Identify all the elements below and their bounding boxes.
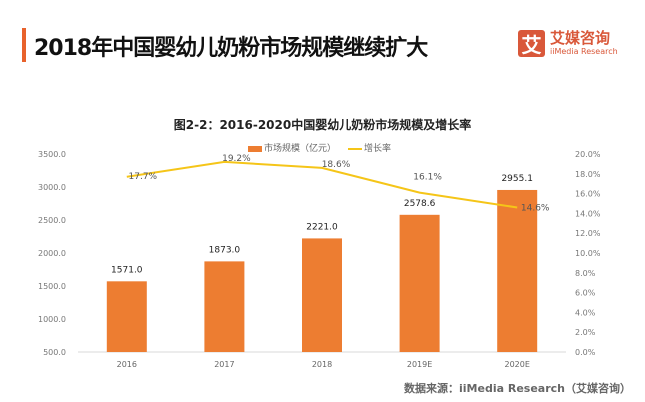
x-tick-label: 2019E: [407, 360, 432, 369]
source-note: 数据来源：iiMedia Research（艾媒咨询）: [404, 382, 631, 395]
bar: [302, 238, 342, 352]
legend-line: 增长率: [348, 141, 391, 154]
y2-tick-label: 4.0%: [575, 308, 596, 317]
y2-tick-label: 12.0%: [575, 229, 601, 238]
y2-tick-label: 6.0%: [575, 289, 596, 298]
bar-data-label: 2955.1: [501, 174, 533, 184]
logo-cn: 艾媒咨询: [550, 29, 611, 47]
x-tick-label: 2020E: [504, 360, 529, 369]
bar-data-label: 2578.6: [404, 199, 436, 209]
y-tick-label: 1000.0: [38, 315, 66, 324]
bar-data-label: 1873.0: [209, 245, 241, 255]
y-tick-label: 2000.0: [38, 249, 66, 258]
bar: [497, 189, 538, 352]
line-data-label: 14.6%: [521, 203, 550, 213]
bar-data-label: 1571.0: [111, 265, 143, 275]
title-accent-bar: [22, 28, 26, 62]
logo: 艾 艾媒咨询 iiMedia Research: [518, 30, 618, 57]
y2-tick-label: 18.0%: [575, 170, 601, 179]
logo-en: iiMedia Research: [550, 47, 618, 56]
logo-mark: 艾: [518, 30, 545, 57]
y-tick-label: 2500.0: [38, 216, 66, 225]
x-tick-label: 2016: [117, 360, 137, 369]
line-data-label: 17.7%: [129, 172, 158, 182]
line-data-label: 19.2%: [222, 154, 251, 164]
y2-tick-label: 2.0%: [575, 328, 596, 337]
legend-bar: 市场规模（亿元）: [248, 141, 336, 154]
bar: [106, 281, 147, 352]
y2-tick-label: 10.0%: [575, 249, 601, 258]
y2-tick-label: 14.0%: [575, 209, 601, 218]
x-tick-label: 2017: [214, 360, 234, 369]
bar-data-label: 2221.0: [306, 222, 338, 232]
line-data-label: 18.6%: [322, 160, 351, 170]
x-tick-label: 2018: [312, 360, 332, 369]
y2-tick-label: 0.0%: [575, 348, 596, 357]
bar: [399, 214, 440, 352]
y-tick-label: 3500.0: [38, 150, 66, 159]
y-tick-label: 1500.0: [38, 282, 66, 291]
y2-tick-label: 8.0%: [575, 269, 596, 278]
bar: [204, 261, 245, 352]
page-title: 2018年中国婴幼儿奶粉市场规模继续扩大: [34, 36, 428, 61]
y-tick-label: 3000.0: [38, 183, 66, 192]
y2-tick-label: 16.0%: [575, 190, 601, 199]
y-tick-label: 500.0: [43, 348, 66, 357]
growth-line: [126, 160, 518, 209]
chart-title: 图2-2：2016-2020中国婴幼儿奶粉市场规模及增长率: [173, 118, 472, 132]
y2-tick-label: 20.0%: [575, 150, 601, 159]
line-data-label: 16.1%: [413, 173, 442, 183]
legend: 市场规模（亿元） 增长率: [248, 141, 391, 154]
